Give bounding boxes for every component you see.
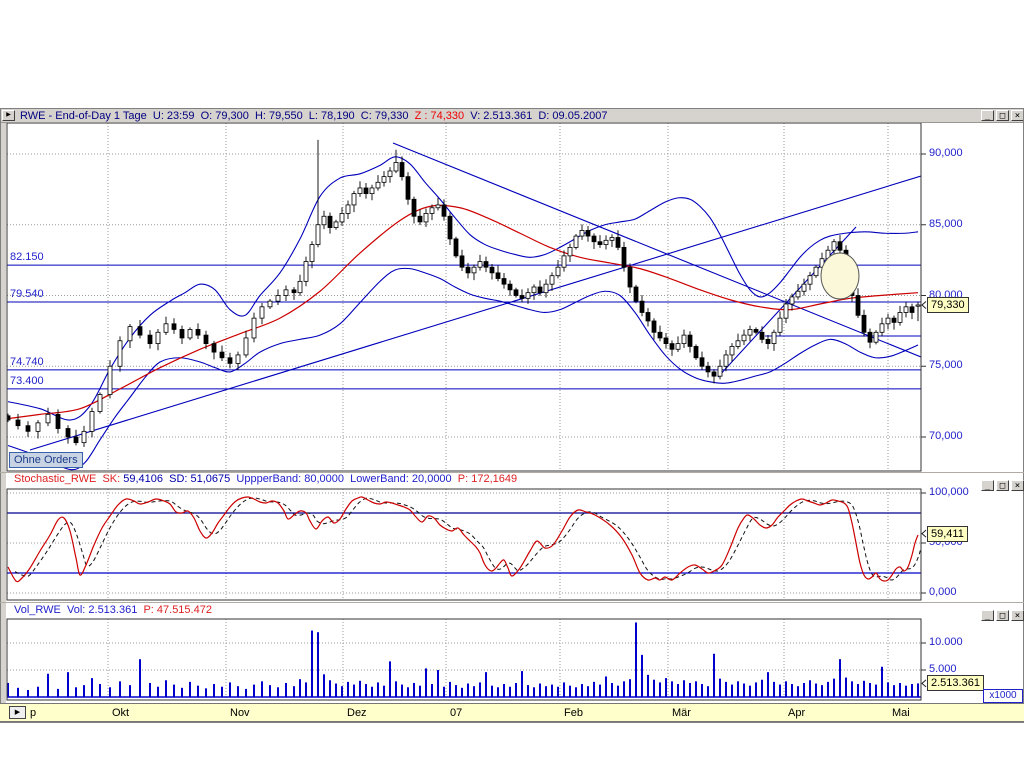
price-level-label: 79.540 [10, 288, 44, 300]
stochastic-indicator-label: Stochastic_RWE SK: 59,4106 SD: 51,0675 U… [14, 473, 517, 485]
panel-divider [0, 602, 1024, 603]
price-level-label: 82.150 [10, 251, 44, 264]
stochastic-gridlines [7, 489, 921, 600]
scroll-left-button[interactable]: ▶ [9, 706, 26, 719]
volume-bars [7, 622, 921, 698]
bollinger-bands [7, 156, 919, 471]
close-button[interactable]: × [1011, 110, 1024, 121]
month-label: Mai [892, 707, 910, 719]
title-text-segment: V: 2.513.361 D: 09.05.2007 [464, 110, 608, 122]
left-window-border [0, 123, 6, 703]
stochastic-header-segment: 59,4106 SD: 51,0675 [123, 473, 237, 485]
main-plot-border [6, 122, 922, 472]
month-label: Feb [564, 707, 583, 719]
month-label: Apr [788, 707, 806, 719]
volume-indicator-label: Vol_RWE Vol: 2.513.361 P: 47.515.472 [14, 604, 212, 616]
panel-divider [0, 472, 1024, 473]
volume-header-segment: P: 47.515.472 [143, 604, 212, 616]
upper-bollinger-band [7, 156, 919, 421]
volume-plot-border [6, 618, 922, 701]
month-label: Okt [112, 707, 130, 719]
main-plot-area[interactable] [7, 123, 921, 471]
close-button[interactable]: × [1011, 610, 1024, 621]
volume-header-segment: Vol_RWE Vol: 2.513.361 [14, 604, 144, 616]
order-lines [7, 264, 921, 390]
stochastic-value-box: 59,411 [927, 526, 968, 542]
price-axis-label: 70,000 [929, 430, 963, 442]
maximize-button[interactable]: □ [996, 610, 1009, 621]
close-button[interactable]: × [1011, 480, 1024, 491]
window-titlebar[interactable] [0, 108, 1024, 123]
circle-annotation [820, 252, 860, 300]
stochastic-axis-label: 100,000 [929, 486, 969, 498]
price-axis-label: 90,000 [929, 147, 963, 159]
window-controls: _ □ × [981, 110, 1024, 121]
volume-axis-label: 5.000 [929, 663, 957, 675]
sk-line [7, 496, 919, 583]
last-price-box: 79,330 [927, 297, 969, 313]
stochastic-plot-area[interactable] [7, 489, 921, 600]
minimize-button[interactable]: _ [981, 480, 994, 491]
price-axis-label: 75,000 [929, 359, 963, 372]
volume-plot-area[interactable] [7, 619, 921, 700]
ohne-orders-label: Ohne Orders [9, 452, 83, 468]
red-moving-average [7, 204, 919, 420]
right-triangle-icon: ▶ [14, 709, 21, 716]
volume-unit-label: x1000 [983, 689, 1023, 703]
value-marker-icon [921, 529, 927, 538]
volume-axis-label: 10.000 [929, 636, 963, 648]
maximize-button[interactable]: □ [996, 480, 1009, 491]
title-text-segment: RWE - End-of-Day 1 Tage U: 23:59 O: 79,3… [20, 110, 415, 122]
main-gridlines [7, 123, 921, 471]
stochastic-window-controls: _ □ × [981, 480, 1024, 491]
volume-window-controls: _ □ × [981, 610, 1024, 621]
value-marker-icon [921, 679, 927, 688]
stochastic-axis-label: 0,000 [929, 586, 957, 598]
title-text-segment: Z : 74,330 [414, 110, 465, 122]
minimize-button[interactable]: _ [981, 110, 994, 121]
time-axis [0, 703, 1024, 722]
price-level-label: 73.400 [10, 374, 44, 387]
trendlines [29, 142, 921, 451]
month-label: Nov [230, 707, 250, 719]
maximize-button[interactable]: □ [996, 110, 1009, 121]
volume-gridlines [7, 619, 921, 700]
volume-value-box: 2.513.361 [927, 675, 984, 691]
sd-line [14, 497, 921, 581]
minimize-button[interactable]: _ [981, 610, 994, 621]
stochastic-plot-border [6, 488, 922, 601]
price-level-label: 74.740 [10, 355, 44, 368]
month-label: Mär [672, 707, 691, 719]
right-triangle-icon: ▶ [6, 112, 11, 118]
month-label: Dez [347, 707, 367, 719]
partial-month-label: p [30, 707, 37, 719]
value-marker-icon [921, 301, 927, 309]
stochastic-header-segment: UppperBand: 80,0000 LowerBand: 20,0000 [236, 473, 458, 485]
price-axis-label: 85,000 [929, 217, 963, 230]
panel-expand-button[interactable]: ▶ [2, 110, 15, 121]
window-title: RWE - End-of-Day 1 Tage U: 23:59 O: 79,3… [20, 110, 607, 122]
stochastic-header-segment: Stochastic_RWE SK: [14, 473, 124, 485]
stochastic-lines [7, 496, 921, 583]
lower-bollinger-band [7, 267, 919, 471]
stochastic-header-segment: P: 172,1649 [457, 473, 518, 485]
month-label: 07 [450, 707, 463, 719]
